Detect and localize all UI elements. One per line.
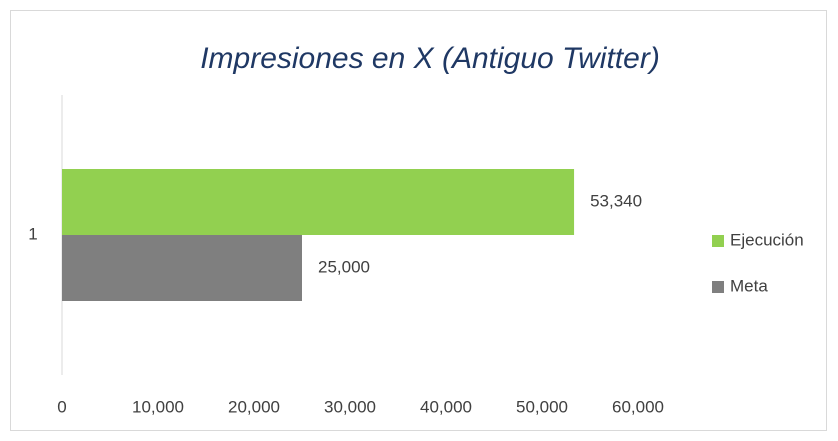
x-tick-label: 0 — [57, 397, 66, 416]
legend-swatch — [712, 235, 724, 247]
x-tick-label: 30,000 — [324, 397, 376, 416]
legend-label: Meta — [730, 276, 768, 295]
x-tick-label: 40,000 — [420, 397, 472, 416]
data-label: 25,000 — [318, 257, 370, 276]
data-label: 53,340 — [590, 191, 642, 210]
bar — [62, 235, 302, 301]
chart-title: Impresiones en X (Antiguo Twitter) — [200, 42, 660, 75]
bar — [62, 169, 575, 235]
y-tick-label: 1 — [28, 224, 37, 243]
legend-label: Ejecución — [730, 230, 804, 249]
legend-swatch — [712, 281, 724, 293]
x-tick-label: 20,000 — [228, 397, 280, 416]
x-tick-label: 60,000 — [612, 397, 664, 416]
x-tick-label: 50,000 — [516, 397, 568, 416]
x-tick-label: 10,000 — [132, 397, 184, 416]
